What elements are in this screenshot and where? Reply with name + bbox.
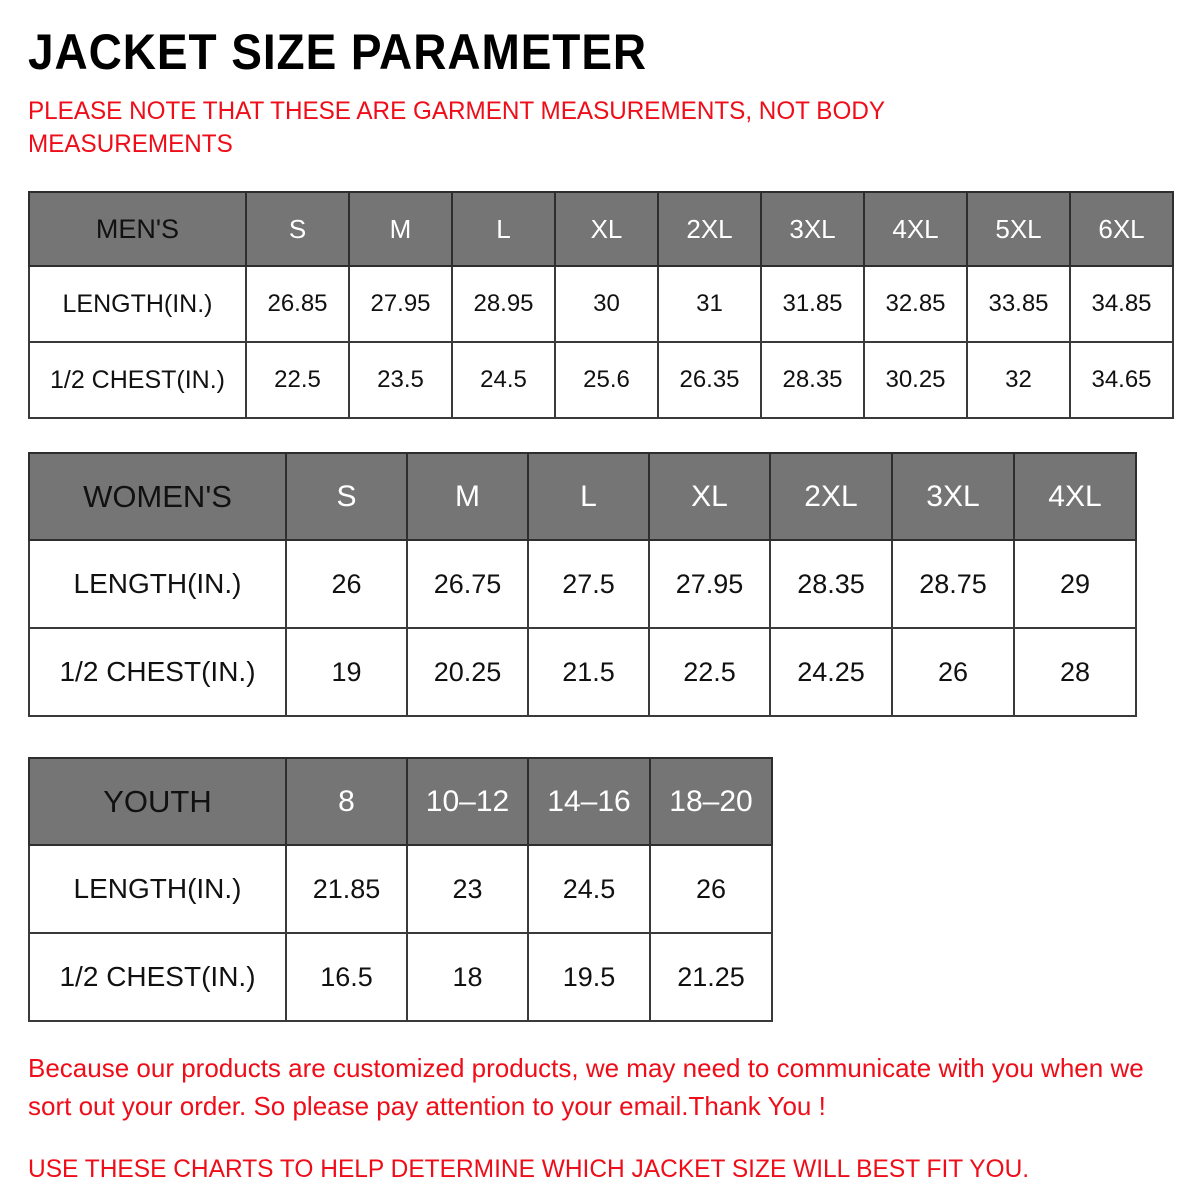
mens-col-4xl: 4XL xyxy=(863,191,968,267)
table-cell: 31 xyxy=(657,265,762,343)
table-cell: 27.95 xyxy=(648,539,771,629)
youth-size-table: YOUTH 8 10–12 14–16 18–20 LENGTH(IN.) 21… xyxy=(28,757,773,1022)
table-header-row: MEN'S S M L XL 2XL 3XL 4XL 5XL 6XL xyxy=(28,191,1174,267)
table-cell: 30 xyxy=(554,265,659,343)
table-cell: 26.35 xyxy=(657,341,762,419)
womens-col-4xl: 4XL xyxy=(1013,452,1137,541)
mens-col-3xl: 3XL xyxy=(760,191,865,267)
womens-col-2xl: 2XL xyxy=(769,452,893,541)
row-label-length: LENGTH(IN.) xyxy=(28,265,247,343)
womens-col-s: S xyxy=(285,452,408,541)
table-cell: 28 xyxy=(1013,627,1137,717)
table-cell: 25.6 xyxy=(554,341,659,419)
usage-note: USE THESE CHARTS TO HELP DETERMINE WHICH… xyxy=(28,1155,1030,1184)
table-cell: 28.95 xyxy=(451,265,556,343)
table-header-row: WOMEN'S S M L XL 2XL 3XL 4XL xyxy=(28,452,1137,541)
table-cell: 24.5 xyxy=(451,341,556,419)
table-cell: 22.5 xyxy=(245,341,350,419)
table-cell: 21.5 xyxy=(527,627,650,717)
table-cell: 26.75 xyxy=(406,539,529,629)
table-cell: 19.5 xyxy=(527,932,651,1022)
table-cell: 26 xyxy=(285,539,408,629)
table-cell: 32.85 xyxy=(863,265,968,343)
table-cell: 23 xyxy=(406,844,529,934)
table-cell: 23.5 xyxy=(348,341,453,419)
table-cell: 19 xyxy=(285,627,408,717)
table-row: 1/2 CHEST(IN.) 19 20.25 21.5 22.5 24.25 … xyxy=(28,627,1137,717)
mens-size-table: MEN'S S M L XL 2XL 3XL 4XL 5XL 6XL LENGT… xyxy=(28,191,1174,419)
table-cell: 32 xyxy=(966,341,1071,419)
womens-col-xl: XL xyxy=(648,452,771,541)
mens-col-5xl: 5XL xyxy=(966,191,1071,267)
youth-col-14-16: 14–16 xyxy=(527,757,651,846)
row-label-half-chest: 1/2 CHEST(IN.) xyxy=(28,341,247,419)
table-cell: 22.5 xyxy=(648,627,771,717)
mens-table-title: MEN'S xyxy=(28,191,247,267)
womens-col-m: M xyxy=(406,452,529,541)
row-label-half-chest: 1/2 CHEST(IN.) xyxy=(28,932,287,1022)
table-row: LENGTH(IN.) 21.85 23 24.5 26 xyxy=(28,844,773,934)
table-cell: 18 xyxy=(406,932,529,1022)
table-row: 1/2 CHEST(IN.) 22.5 23.5 24.5 25.6 26.35… xyxy=(28,341,1174,419)
womens-table-title: WOMEN'S xyxy=(28,452,287,541)
table-cell: 34.85 xyxy=(1069,265,1174,343)
womens-col-l: L xyxy=(527,452,650,541)
youth-col-18-20: 18–20 xyxy=(649,757,773,846)
table-cell: 29 xyxy=(1013,539,1137,629)
customization-note: Because our products are customized prod… xyxy=(28,1053,1144,1121)
table-row: 1/2 CHEST(IN.) 16.5 18 19.5 21.25 xyxy=(28,932,773,1022)
table-cell: 27.5 xyxy=(527,539,650,629)
table-cell: 24.25 xyxy=(769,627,893,717)
table-cell: 24.5 xyxy=(527,844,651,934)
table-row: LENGTH(IN.) 26.85 27.95 28.95 30 31 31.8… xyxy=(28,265,1174,343)
youth-col-8: 8 xyxy=(285,757,408,846)
table-cell: 16.5 xyxy=(285,932,408,1022)
table-cell: 31.85 xyxy=(760,265,865,343)
table-cell: 34.65 xyxy=(1069,341,1174,419)
footer-notes: Because our products are customized prod… xyxy=(28,1022,1172,1186)
table-cell: 21.85 xyxy=(285,844,408,934)
table-cell: 26 xyxy=(649,844,773,934)
mens-col-6xl: 6XL xyxy=(1069,191,1174,267)
mens-col-m: M xyxy=(348,191,453,267)
table-cell: 33.85 xyxy=(966,265,1071,343)
page-title: JACKET SIZE PARAMETER xyxy=(28,24,648,80)
table-cell: 26.85 xyxy=(245,265,350,343)
table-cell: 30.25 xyxy=(863,341,968,419)
table-cell: 27.95 xyxy=(348,265,453,343)
table-cell: 28.35 xyxy=(760,341,865,419)
table-cell: 28.35 xyxy=(769,539,893,629)
youth-col-10-12: 10–12 xyxy=(406,757,529,846)
table-header-row: YOUTH 8 10–12 14–16 18–20 xyxy=(28,757,773,846)
table-cell: 21.25 xyxy=(649,932,773,1022)
mens-col-xl: XL xyxy=(554,191,659,267)
mens-col-2xl: 2XL xyxy=(657,191,762,267)
mens-col-l: L xyxy=(451,191,556,267)
womens-size-table: WOMEN'S S M L XL 2XL 3XL 4XL LENGTH(IN.)… xyxy=(28,452,1137,717)
row-label-length: LENGTH(IN.) xyxy=(28,844,287,934)
table-row: LENGTH(IN.) 26 26.75 27.5 27.95 28.35 28… xyxy=(28,539,1137,629)
row-label-length: LENGTH(IN.) xyxy=(28,539,287,629)
youth-table-title: YOUTH xyxy=(28,757,287,846)
table-cell: 20.25 xyxy=(406,627,529,717)
table-cell: 26 xyxy=(891,627,1015,717)
garment-measurement-note: PLEASE NOTE THAT THESE ARE GARMENT MEASU… xyxy=(28,96,885,158)
table-cell: 28.75 xyxy=(891,539,1015,629)
row-label-half-chest: 1/2 CHEST(IN.) xyxy=(28,627,287,717)
womens-col-3xl: 3XL xyxy=(891,452,1015,541)
mens-col-s: S xyxy=(245,191,350,267)
